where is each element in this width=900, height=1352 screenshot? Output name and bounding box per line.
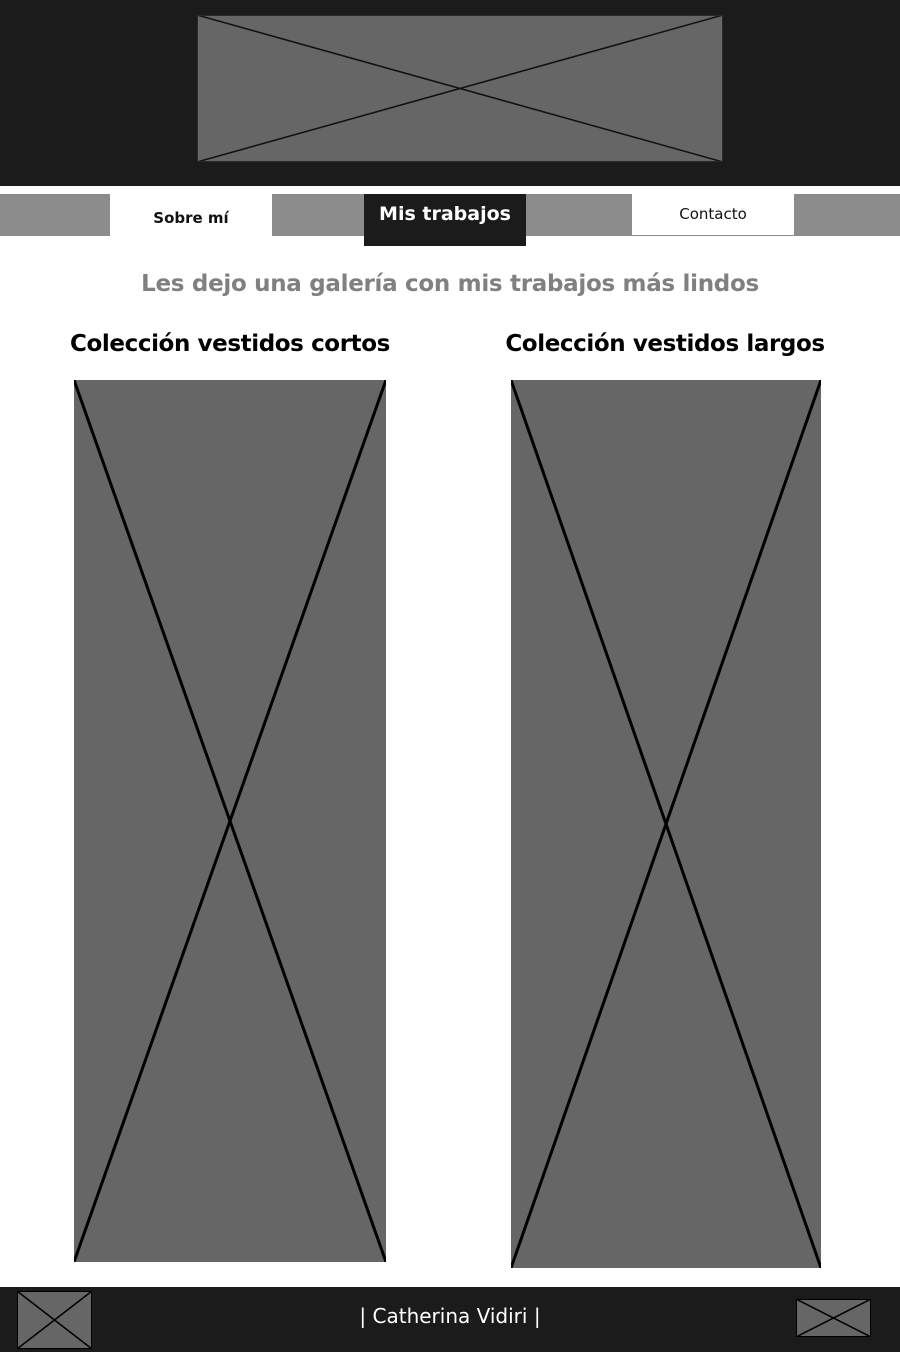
nav-item-label: Contacto: [679, 204, 747, 223]
image-placeholder-icon: [197, 15, 723, 162]
nav-item-sobre-mi[interactable]: Sobre mí: [110, 194, 272, 236]
nav-item-mis-trabajos[interactable]: Mis trabajos: [364, 194, 526, 246]
collection-title-largos: Colección vestidos largos: [505, 331, 825, 357]
nav-item-label: Mis trabajos: [379, 203, 511, 225]
image-placeholder-icon: [74, 380, 386, 1262]
header: [0, 0, 900, 186]
footer-right-image: [796, 1299, 871, 1337]
nav-item-contacto[interactable]: Contacto: [632, 194, 794, 236]
gallery-intro: Les dejo una galería con mis trabajos má…: [141, 271, 759, 297]
image-placeholder-icon: [511, 380, 821, 1268]
image-placeholder-icon: [17, 1291, 92, 1349]
footer: | Catherina Vidiri |: [0, 1287, 900, 1352]
footer-left-image: [17, 1291, 92, 1349]
collection-image-cortos[interactable]: [74, 380, 386, 1262]
nav-item-label: Sobre mí: [153, 209, 229, 227]
nav-bar: Sobre mí Mis trabajos Contacto: [0, 194, 900, 246]
collection-title-cortos: Colección vestidos cortos: [70, 331, 390, 357]
collection-image-largos[interactable]: [511, 380, 821, 1268]
image-placeholder-icon: [796, 1299, 871, 1337]
footer-credit: | Catherina Vidiri |: [359, 1304, 541, 1328]
banner-image-placeholder: [197, 15, 723, 162]
